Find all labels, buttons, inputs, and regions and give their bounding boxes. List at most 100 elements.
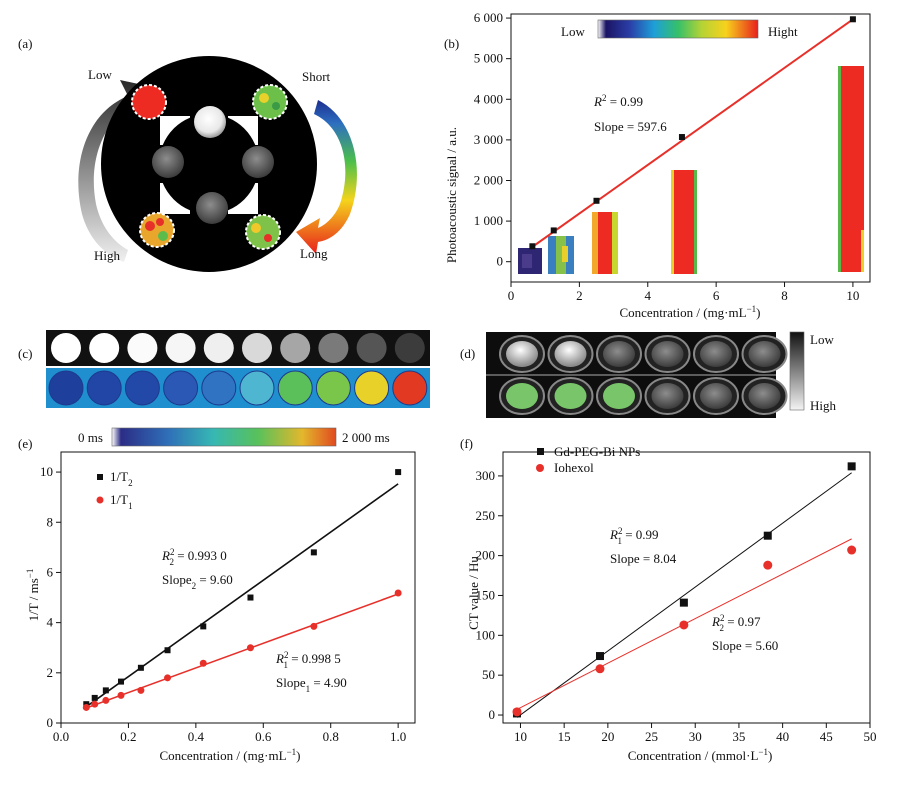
xlabel-b-main: Concentration / (mg·mL	[619, 305, 746, 320]
mri-color-well	[86, 370, 122, 406]
label-low: Low	[88, 67, 112, 82]
annot-e-r2-2-sup: 2	[170, 547, 175, 557]
mri-grey-well	[242, 333, 272, 363]
ct-well-bottom	[748, 383, 781, 409]
fit-line-f	[516, 472, 852, 718]
x-tick-label: 25	[645, 729, 658, 744]
x-tick-label: 35	[732, 729, 745, 744]
x-tick-label: 0.4	[188, 729, 205, 744]
x-tick-label: 45	[820, 729, 833, 744]
annot-e-r2-1: R2 1 = 0.998 5	[275, 650, 341, 670]
colorbar-e-low: 0 ms	[78, 430, 103, 445]
fit-line-e	[85, 483, 399, 708]
annot-e-slope-1-sub: 1	[306, 684, 311, 694]
y-tick-label: 6 000	[474, 10, 503, 25]
ct-well-top	[506, 341, 538, 367]
annot-f-r2-1-var: R	[609, 527, 618, 542]
panel-b: (b) Low Hight 0 2 4 6 8 10 0 1 000 2 000 3 000 4 0…	[444, 10, 871, 320]
data-point-b	[593, 197, 600, 204]
ct-colorbar	[789, 331, 805, 411]
phantom-well-mixed-left	[139, 212, 175, 248]
ylabel-f: CT value / Hu	[466, 556, 481, 630]
annot-e-r2-2-val: = 0.993 0	[174, 548, 227, 563]
x-tick-label: 50	[864, 729, 877, 744]
panel-c-label: (c)	[18, 346, 32, 361]
fit-line-b	[531, 18, 854, 248]
y-tick-label: 2 000	[474, 172, 503, 187]
legend-e-t2-main: 1/T	[110, 469, 128, 484]
colorbar-b-low: Low	[561, 24, 585, 39]
annot-f-r2-1: R2 1 = 0.99	[609, 526, 659, 546]
annot-e-slope-1-main: Slope	[276, 675, 306, 690]
pa-strip-4	[671, 170, 697, 274]
panel-d-label: (d)	[460, 346, 475, 361]
x-tick-label: 30	[689, 729, 702, 744]
fit-line-e	[86, 593, 399, 709]
mri-color-well	[277, 370, 313, 406]
legend-f: Gd-PEG-Bi NPs Iohexol	[536, 444, 640, 475]
colorbar-e-high: 2 000 ms	[342, 430, 390, 445]
data-point-e-t1	[310, 622, 318, 630]
y-tick-label: 8	[47, 514, 54, 529]
y-tick-label: 4	[47, 615, 54, 630]
rainbow-arrow-icon	[296, 100, 357, 254]
legend-e-t1: 1/T1	[110, 492, 133, 511]
x-tick-label: 2	[576, 288, 583, 303]
annot-f-r2-2-var: R	[711, 614, 720, 629]
data-point-e-t2	[247, 594, 254, 601]
y-tick-label: 100	[476, 627, 496, 642]
panel-a-label: (a)	[18, 36, 32, 51]
data-point-f-gd	[679, 598, 688, 607]
y-tick-label: 5 000	[474, 51, 503, 66]
phantom-well-mixed-right	[245, 214, 281, 250]
ct-well-top	[700, 341, 732, 367]
phantom-well-right	[242, 146, 274, 178]
ylabel-e-main: 1/T / ms	[26, 578, 41, 621]
plot-frame	[502, 451, 871, 724]
data-point-e-t1	[199, 659, 207, 667]
y-tick-label: 200	[476, 548, 496, 563]
mri-grey-well	[51, 333, 81, 363]
ct-well-top	[554, 341, 587, 367]
y-tick-label: 300	[476, 468, 496, 483]
panel-f: (f) 10 15 20 25 30 35 40 45 50 0 50 100 150 200 250 300…	[460, 436, 877, 763]
data-point-f-io	[679, 620, 689, 630]
y-tick-label: 50	[482, 667, 495, 682]
data-point-e-t2	[395, 469, 402, 476]
panel-d: (d) Low High	[460, 331, 837, 418]
legend-f-io: Iohexol	[554, 460, 594, 475]
mri-color-well	[354, 370, 390, 406]
data-point-b	[849, 16, 856, 23]
data-point-f-gd	[595, 652, 604, 661]
annot-f-r2-1-sub: 1	[617, 536, 622, 546]
panel-b-label: (b)	[444, 36, 459, 51]
xlabel-b-sup: −1	[747, 304, 757, 314]
phantom-well-top	[194, 106, 226, 138]
ylabel-b: Photoacoustic signal / a.u.	[444, 127, 459, 263]
x-tick-label: 20	[601, 729, 614, 744]
pa-strip-5	[838, 66, 864, 272]
ct-colorbar-high: High	[810, 398, 837, 413]
mri-color-well	[392, 370, 428, 406]
legend-e-marker-t2	[97, 474, 103, 480]
annot-b-r2-sup: 2	[602, 93, 607, 103]
data-point-e-t1	[246, 644, 254, 652]
x-tick-label: 40	[776, 729, 789, 744]
panel-c: (c)	[18, 330, 430, 408]
data-point-b	[678, 134, 685, 141]
mri-grey-well	[356, 333, 387, 363]
annot-b-slope: Slope = 597.6	[594, 119, 667, 134]
ct-well-bottom	[651, 383, 684, 409]
annot-b-r2-val: = 0.99	[606, 94, 643, 109]
panel-a: (a)	[18, 36, 357, 272]
panel-e-label: (e)	[18, 436, 32, 451]
annot-e-slope-1-val: = 4.90	[310, 675, 347, 690]
mri-color-well	[48, 370, 84, 406]
panel-f-label: (f)	[460, 436, 473, 451]
axes-e: 0.0 0.2 0.4 0.6 0.8 1.0 0 2 4 6 8 10	[40, 451, 416, 744]
colorbar-b-high: Hight	[768, 24, 798, 39]
annot-e-r2-1-val: = 0.998 5	[288, 651, 341, 666]
legend-f-marker-gd	[537, 448, 544, 455]
y-tick-label: 1 000	[474, 213, 503, 228]
y-tick-label: 10	[40, 464, 53, 479]
